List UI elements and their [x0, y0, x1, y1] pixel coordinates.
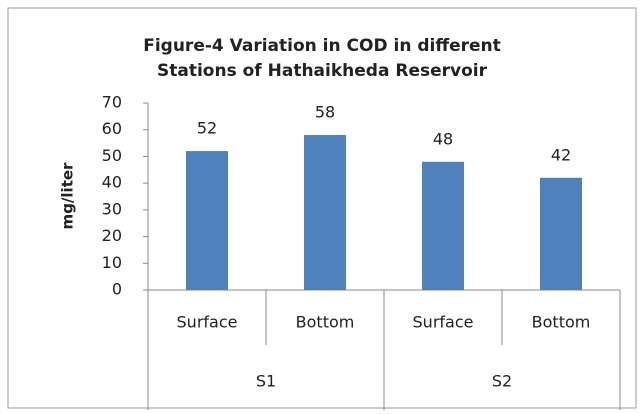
y-tick-label: 0: [112, 280, 122, 299]
x-tick-label: Surface: [177, 313, 238, 332]
data-label: 42: [551, 145, 571, 164]
y-tick-label: 60: [102, 119, 122, 138]
x-tick-label: Surface: [413, 313, 474, 332]
x-tick-label: Bottom: [296, 313, 355, 332]
group-label: S2: [492, 372, 512, 391]
y-tick-label: 10: [102, 253, 122, 272]
data-label: 52: [197, 119, 217, 138]
bar: [304, 135, 346, 290]
bar: [186, 151, 228, 290]
y-axis-label: mg/liter: [59, 162, 77, 229]
data-label: 58: [315, 103, 335, 122]
y-tick-label: 40: [102, 173, 122, 192]
y-tick-label: 70: [102, 93, 122, 112]
data-label: 48: [433, 129, 453, 148]
bar: [540, 177, 582, 290]
y-tick-label: 30: [102, 199, 122, 218]
y-tick-label: 50: [102, 146, 122, 165]
bar: [422, 161, 464, 290]
chart-title: Stations of Hathaikheda Reservoir: [157, 61, 488, 81]
y-tick-label: 20: [102, 226, 122, 245]
x-tick-label: Bottom: [532, 313, 591, 332]
chart-title: Figure-4 Variation in COD in different: [143, 36, 501, 56]
group-label: S1: [256, 372, 276, 391]
